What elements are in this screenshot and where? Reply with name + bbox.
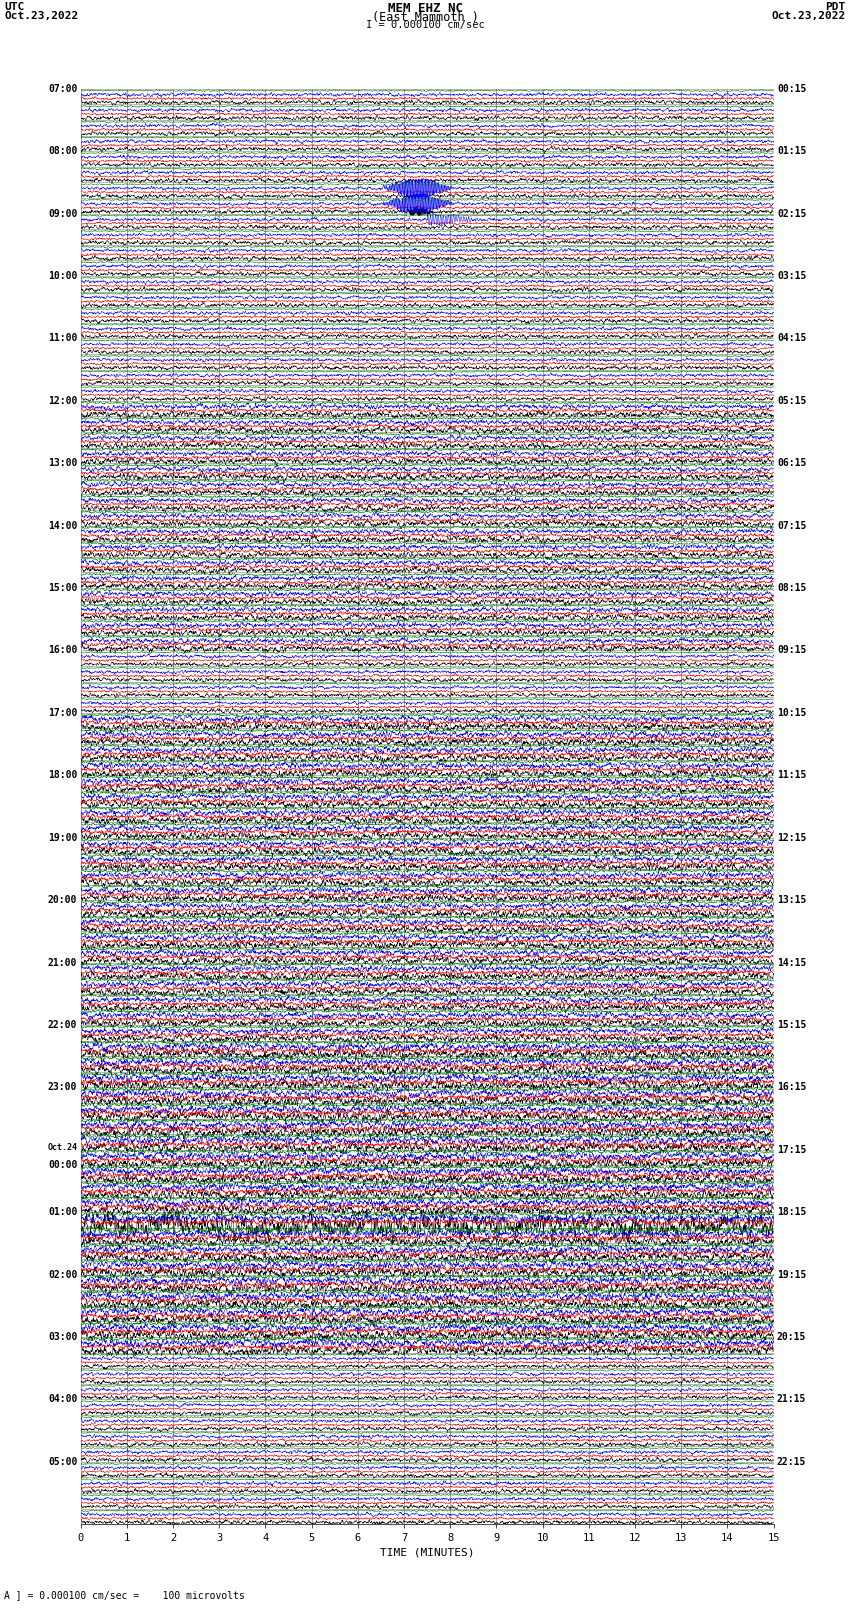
Text: 07:15: 07:15 [777, 521, 807, 531]
Text: 15:15: 15:15 [777, 1019, 807, 1031]
Text: 02:15: 02:15 [777, 208, 807, 218]
Text: 00:15: 00:15 [777, 84, 807, 94]
Text: 19:00: 19:00 [48, 832, 77, 842]
Text: I = 0.000100 cm/sec: I = 0.000100 cm/sec [366, 19, 484, 31]
Text: 22:00: 22:00 [48, 1019, 77, 1031]
Text: 07:00: 07:00 [48, 84, 77, 94]
Text: 00:00: 00:00 [48, 1160, 77, 1171]
Text: UTC: UTC [4, 3, 25, 13]
Text: A ] = 0.000100 cm/sec =    100 microvolts: A ] = 0.000100 cm/sec = 100 microvolts [4, 1590, 245, 1600]
Text: 20:00: 20:00 [48, 895, 77, 905]
Text: 16:00: 16:00 [48, 645, 77, 655]
Text: 12:15: 12:15 [777, 832, 807, 842]
Text: 05:15: 05:15 [777, 395, 807, 406]
Text: 03:15: 03:15 [777, 271, 807, 281]
Text: MEM EHZ NC: MEM EHZ NC [388, 3, 462, 16]
X-axis label: TIME (MINUTES): TIME (MINUTES) [380, 1547, 474, 1558]
Text: 11:00: 11:00 [48, 334, 77, 344]
Text: 17:15: 17:15 [777, 1145, 807, 1155]
Text: 23:00: 23:00 [48, 1082, 77, 1092]
Text: 05:00: 05:00 [48, 1457, 77, 1466]
Text: 18:15: 18:15 [777, 1207, 807, 1218]
Text: 09:15: 09:15 [777, 645, 807, 655]
Text: Oct.23,2022: Oct.23,2022 [772, 11, 846, 21]
Text: 22:15: 22:15 [777, 1457, 807, 1466]
Text: 04:15: 04:15 [777, 334, 807, 344]
Text: 09:00: 09:00 [48, 208, 77, 218]
Text: 04:00: 04:00 [48, 1395, 77, 1405]
Text: 02:00: 02:00 [48, 1269, 77, 1279]
Text: 01:15: 01:15 [777, 147, 807, 156]
Text: 08:00: 08:00 [48, 147, 77, 156]
Text: 20:15: 20:15 [777, 1332, 807, 1342]
Text: 18:00: 18:00 [48, 771, 77, 781]
Text: 08:15: 08:15 [777, 582, 807, 594]
Text: 17:00: 17:00 [48, 708, 77, 718]
Text: 16:15: 16:15 [777, 1082, 807, 1092]
Text: 14:15: 14:15 [777, 958, 807, 968]
Text: 11:15: 11:15 [777, 771, 807, 781]
Text: 13:15: 13:15 [777, 895, 807, 905]
Text: PDT: PDT [825, 3, 846, 13]
Text: 06:15: 06:15 [777, 458, 807, 468]
Text: 13:00: 13:00 [48, 458, 77, 468]
Text: 19:15: 19:15 [777, 1269, 807, 1279]
Text: 12:00: 12:00 [48, 395, 77, 406]
Text: (East Mammoth ): (East Mammoth ) [371, 11, 479, 24]
Text: Oct.24: Oct.24 [48, 1144, 77, 1152]
Text: Oct.23,2022: Oct.23,2022 [4, 11, 78, 21]
Text: 21:00: 21:00 [48, 958, 77, 968]
Text: 03:00: 03:00 [48, 1332, 77, 1342]
Text: 15:00: 15:00 [48, 582, 77, 594]
Text: 01:00: 01:00 [48, 1207, 77, 1218]
Text: 10:00: 10:00 [48, 271, 77, 281]
Text: 10:15: 10:15 [777, 708, 807, 718]
Text: 21:15: 21:15 [777, 1395, 807, 1405]
Text: 14:00: 14:00 [48, 521, 77, 531]
